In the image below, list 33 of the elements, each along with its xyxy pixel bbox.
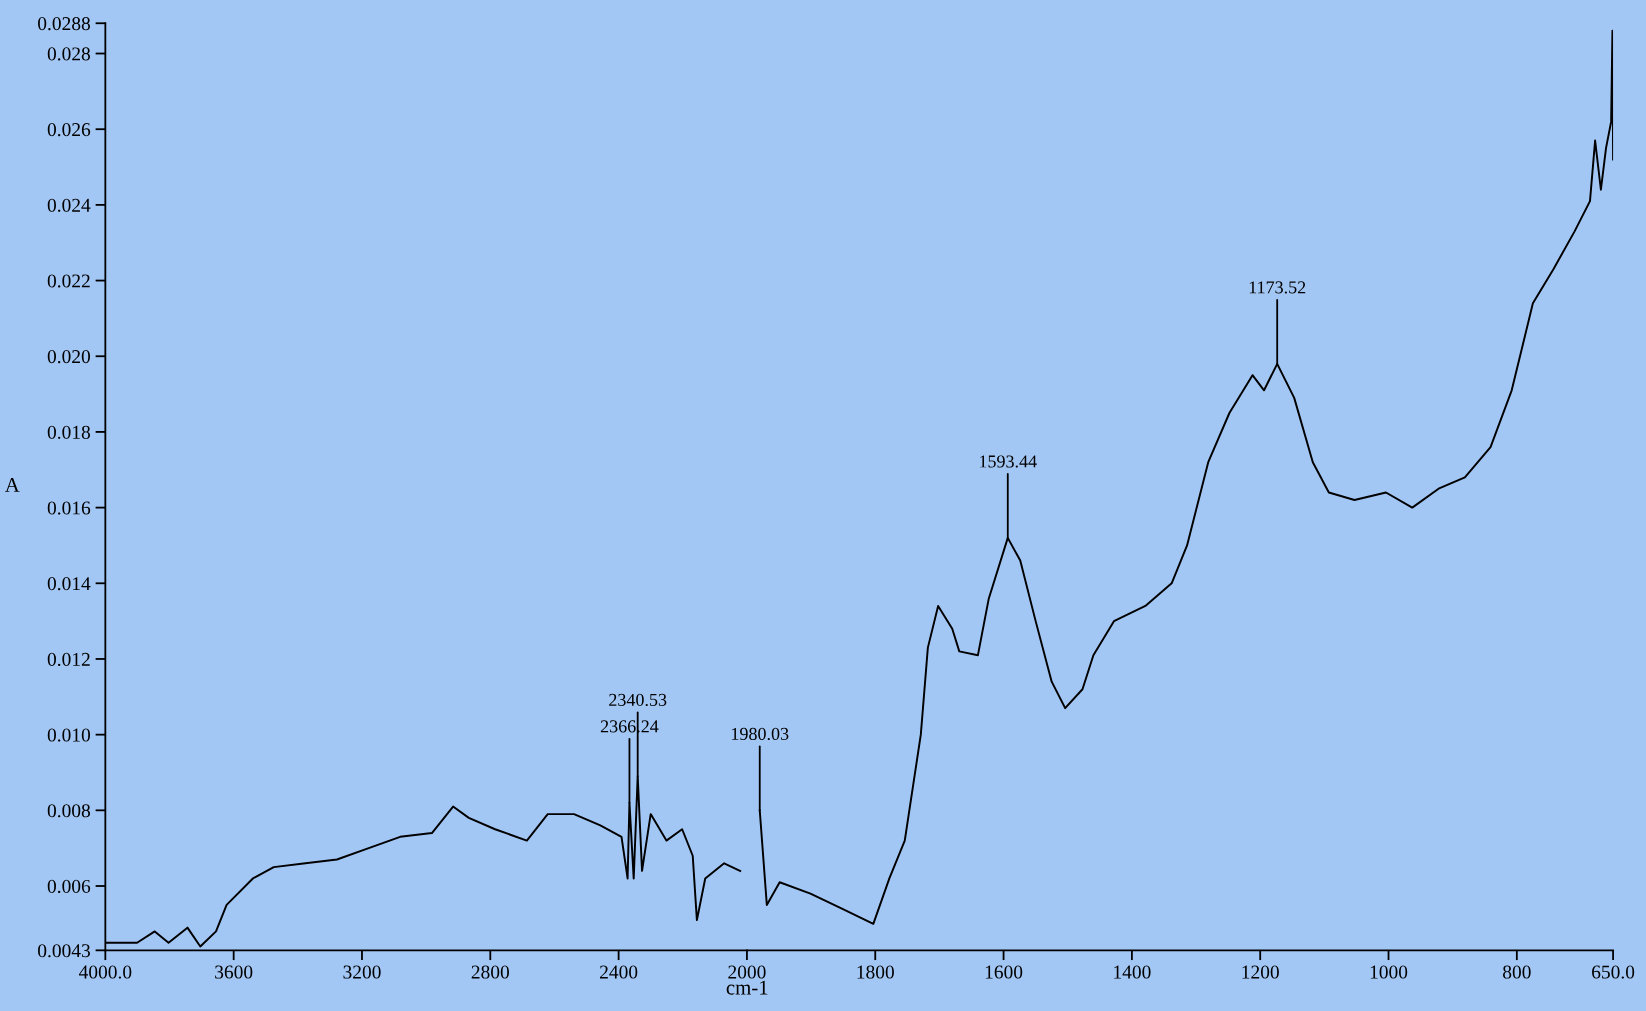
y-tick-label: 0.0043	[38, 944, 90, 958]
x-tick-label: 1200	[1242, 965, 1279, 979]
y-tick-label: 0.020	[47, 350, 91, 364]
annotation: 1173.52	[1249, 281, 1306, 294]
y-tick-label: 0.0288	[38, 17, 91, 31]
y-tick-label: 0.014	[47, 577, 91, 591]
x-tick-label: 4000.0	[78, 965, 132, 979]
annotation: 1593.44	[980, 455, 1037, 468]
y-tick-label: 0.024	[47, 198, 91, 212]
annotation: 2340.53	[609, 693, 667, 707]
y-tick-label: 0.026	[47, 123, 91, 137]
x-tick-label: 2400	[600, 965, 638, 979]
x-tick-label: 1400	[1114, 965, 1151, 979]
y-tick-label: 0.016	[47, 501, 91, 515]
x-tick-label: 3200	[343, 965, 381, 979]
y-tick-label: 0.022	[47, 274, 90, 288]
x-tick-label: 1800	[857, 965, 894, 979]
x-tick-label: 1600	[985, 965, 1023, 979]
x-tick-label: 2000	[728, 965, 766, 979]
x-tick-label: 1000	[1370, 965, 1408, 979]
y-tick-label: 0.028	[47, 47, 91, 61]
y-axis-title: A	[4, 478, 20, 492]
annotation: 1980.03	[731, 727, 789, 741]
x-axis-title: cm-1	[726, 980, 768, 995]
y-tick-label: 0.008	[47, 804, 91, 818]
y-tick-label: 0.010	[47, 728, 91, 742]
y-tick-label: 0.018	[47, 425, 91, 439]
y-tick-label: 0.006	[47, 879, 91, 894]
x-tick-label: 3600	[215, 965, 253, 979]
x-tick-label: 2800	[471, 965, 509, 979]
x-tick-label: 650.0	[1592, 965, 1635, 979]
x-tick-label: 800	[1503, 965, 1531, 979]
y-tick-label: 0.012	[47, 652, 90, 666]
